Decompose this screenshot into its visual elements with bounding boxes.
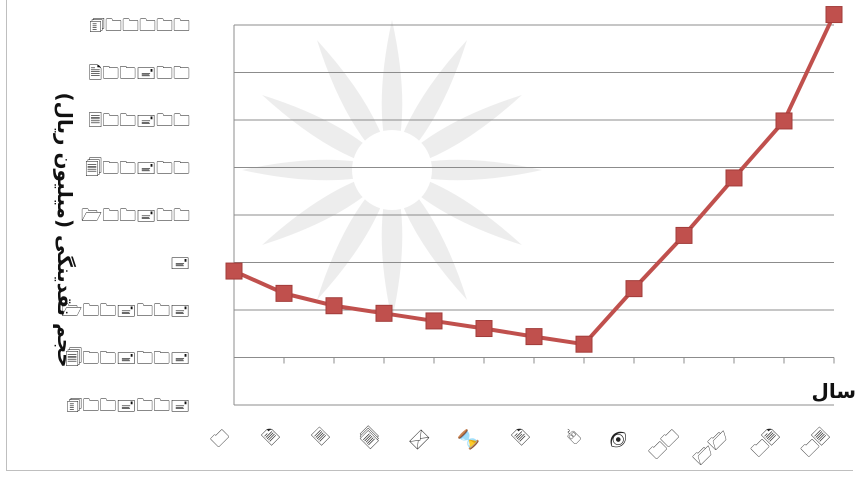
data-point xyxy=(626,281,642,297)
y-tick-labels: 🗊🗀🗀🗀🗀🗀🗎🗀🗀🖃🗀🗀🗏🗀🗀🖃🗀🗀🗐🗀🗀🖃🗀🗀🗁🗀🗀🖃🗀🗀🖃🗁🗀🗀🖃🗀🗀🖃🗐🗀… xyxy=(61,16,190,416)
data-point xyxy=(526,329,542,345)
x-tick-label: 🗀🗀 xyxy=(645,425,683,463)
x-axis-title: سال xyxy=(811,379,856,403)
y-tick-label: 🗊🗀🗀🗀🗀🗀 xyxy=(89,16,190,36)
data-point xyxy=(576,336,592,352)
data-point xyxy=(326,298,342,314)
data-point xyxy=(376,305,392,321)
x-tick-label: 🗁🗁 xyxy=(690,425,734,469)
x-tick-label: 🖹 xyxy=(510,425,534,449)
data-point xyxy=(826,7,842,23)
data-point xyxy=(726,170,742,186)
data-point xyxy=(676,227,692,243)
y-tick-label: 🖃 xyxy=(170,254,190,274)
y-tick-label: 🗏🗀🗀🖃🗀🗀 xyxy=(88,111,190,131)
gridlines xyxy=(234,25,834,405)
watermark-rosette xyxy=(242,20,542,320)
x-tick-label: 🗐 xyxy=(357,425,384,452)
data-point xyxy=(276,285,292,301)
x-tick-label: 👁 xyxy=(604,425,633,454)
x-tick-label: 🗏 xyxy=(310,425,334,449)
x-tick-label: 🗀🗏 xyxy=(798,425,834,461)
x-tick-label: 🖂 xyxy=(405,425,433,453)
data-point xyxy=(776,113,792,129)
y-tick-label: 🗎🗀🗀🖃🗀🗀 xyxy=(88,64,190,84)
x-tick-label: 🗎 xyxy=(260,425,284,449)
x-tick-label: 🗀🗎 xyxy=(748,425,784,461)
y-tick-label: 🗐🗀🗀🖃🗀🗀🖃 xyxy=(65,348,190,369)
data-point xyxy=(476,321,492,337)
x-tick-label: ⌛ xyxy=(454,425,484,455)
y-tick-label: 🗁🗀🗀🖃🗀🗀 xyxy=(81,206,190,226)
x-tick-label: 🖰 xyxy=(562,425,583,446)
x-axis xyxy=(234,358,834,364)
y-tick-label: 🗊🗀🗀🖃🗀🗀🖃 xyxy=(66,396,190,416)
x-tick-labels: 🗀 🗎 🗏 🗐 🖂 ⌛ 🖹 🖰 👁 🗀🗀 🗁🗁 🗀🗎 🗀🗏 xyxy=(207,425,833,470)
watermark-center xyxy=(352,130,432,210)
y-tick-label: 🗐🗀🗀🖃🗀🗀 xyxy=(85,158,190,179)
y-tick-label: 🗁🗀🗀🖃🗀🗀🖃 xyxy=(61,301,190,321)
x-tick-label: 🗀 xyxy=(207,425,233,451)
data-point xyxy=(426,313,442,329)
y-axis-title: (میلیون ریال) حجم نقدینگی xyxy=(53,92,77,367)
data-point xyxy=(226,263,242,279)
